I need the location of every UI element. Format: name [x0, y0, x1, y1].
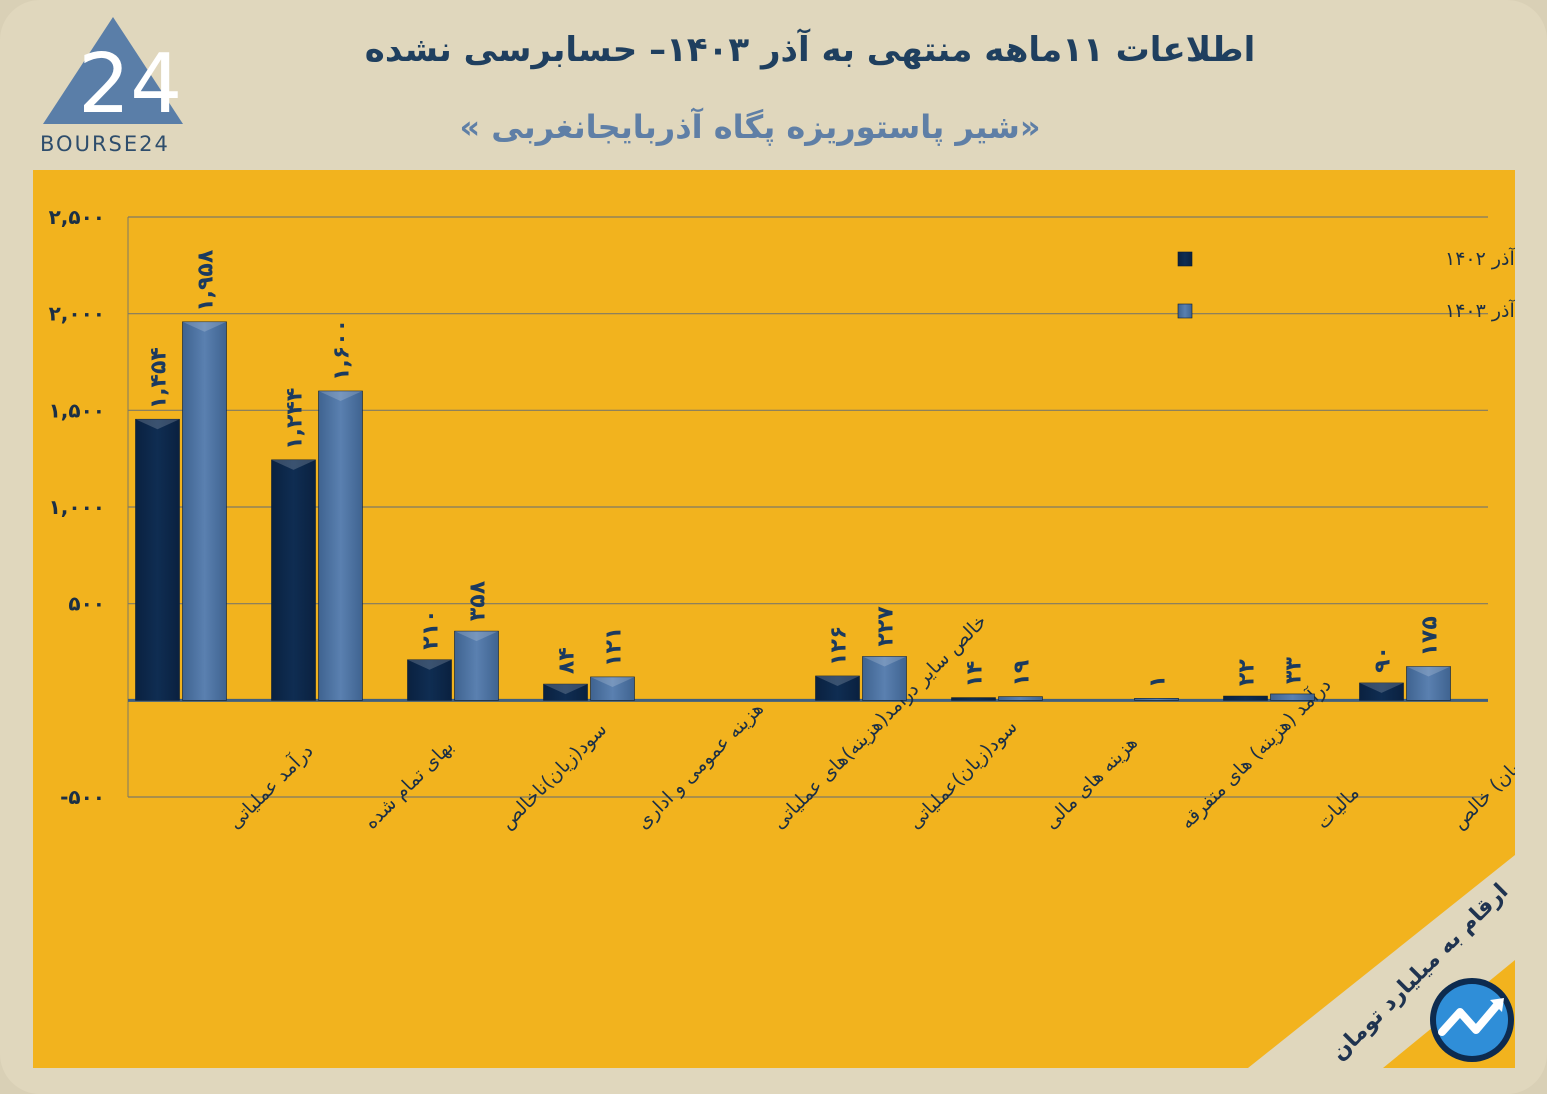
bar: [951, 697, 996, 701]
page-title: اطلاعات ۱۱ماهه منتهی به آذر ۱۴۰۳– حسابرس…: [364, 30, 1256, 70]
bar: [454, 630, 499, 701]
category-label: مالیات: [1312, 782, 1364, 834]
bar-value-label: ۱,۹۵۸: [194, 249, 219, 312]
bar-value-label: ۹۰: [1371, 646, 1396, 673]
bar-value-label: ۳۵۸: [466, 580, 491, 621]
trend-logo-icon: [1430, 978, 1514, 1062]
logo-mark: 24: [78, 37, 182, 132]
bar-bevel: [862, 656, 907, 667]
category-label: هزینه عمومی و اداری: [632, 698, 768, 834]
bar-value-label: ۱,۶۰۰: [330, 319, 355, 381]
bar: [590, 676, 635, 701]
bar-value-label: ۱۹: [1010, 660, 1035, 687]
legend-swatch: [1177, 303, 1193, 319]
y-tick-label: ۲,۵۰۰: [49, 205, 105, 229]
bar: [271, 459, 316, 701]
bourse24-logo: 24: [43, 17, 183, 132]
bar: [182, 321, 227, 701]
legend-swatch: [1177, 251, 1193, 267]
category-label: بهای تمام شده: [360, 736, 458, 834]
bar: [1134, 698, 1179, 701]
bar-bevel: [407, 659, 452, 670]
bar: [1359, 682, 1404, 701]
y-tick-label: ۱,۰۰۰: [49, 495, 105, 519]
bar-chart: -۵۰۰ ۵۰۰ ۱,۰۰۰ ۱,۵۰۰ ۲,۰۰۰ ۲,۵۰۰ ۱,۴۵۴ ۱,۹۵۸ درآ…: [49, 205, 1515, 1068]
category-label: سود(زیان)ناخالص: [496, 718, 611, 833]
bar-bevel: [135, 419, 180, 430]
bar-bevel: [271, 459, 316, 470]
bar-value-label: ۲۱۰: [419, 609, 444, 649]
bar: [407, 659, 452, 701]
y-tick-label: ۵۰۰: [68, 592, 105, 616]
bar-bevel: [318, 391, 363, 401]
category-label: سود(زیان) خالص: [1448, 722, 1515, 834]
bar-bevel: [1359, 682, 1404, 693]
bar-bevel: [182, 321, 227, 332]
bar-value-label: ۱,۲۴۴: [283, 388, 308, 450]
bar-value-label: ۱۷۵: [1418, 616, 1443, 656]
bar-value-label: ۱۲۶: [827, 626, 852, 666]
bar: [1406, 666, 1451, 701]
bar-value-label: ۳۳: [1282, 657, 1307, 684]
bar: [862, 656, 907, 701]
bar: [815, 675, 860, 701]
bar-bevel: [543, 684, 588, 695]
category-label: درآمد عملیاتی: [223, 739, 318, 834]
logo-text: BOURSE24: [40, 132, 170, 156]
y-tick-label: ۱,۵۰۰: [49, 398, 105, 422]
y-tick-label: ۲,۰۰۰: [49, 302, 105, 326]
bar-value-label: ۲۲۷: [874, 606, 899, 647]
bar-value-label: ۸۴: [555, 647, 580, 674]
bar-value-label: ۱: [1146, 675, 1171, 688]
legend-label: عملکرد منتهی به آذر ۱۴۰۲: [1445, 246, 1515, 270]
legend-label: عملکرد منتهی به آذر ۱۴۰۳: [1445, 298, 1515, 322]
page-subtitle: «شیر پاستوریزه پگاه آذربایجانغربی »: [459, 108, 1041, 146]
bar-value-label: ۱۴: [963, 661, 988, 688]
bar-value-label: ۱۲۱: [602, 627, 627, 667]
bar-bevel: [454, 631, 499, 642]
bar: [1270, 693, 1315, 701]
bar: [543, 683, 588, 701]
bar-bevel: [1406, 666, 1451, 677]
chart-panel: -۵۰۰ ۵۰۰ ۱,۰۰۰ ۱,۵۰۰ ۲,۰۰۰ ۲,۵۰۰ ۱,۴۵۴ ۱,۹۵۸ درآ…: [33, 170, 1515, 1068]
y-tick-label: -۵۰۰: [60, 785, 105, 809]
category-label: هزینه های مالی: [1040, 732, 1142, 834]
bar-bevel: [590, 676, 635, 687]
logo-triangle: [43, 17, 183, 124]
bar-value-label: ۱,۴۵۴: [147, 347, 172, 409]
bar: [1223, 695, 1268, 701]
bar: [998, 696, 1043, 701]
category-label: سود(زیان)عملیاتی: [904, 716, 1022, 834]
bar: [135, 418, 180, 701]
bar-bevel: [815, 675, 860, 686]
bar-value-label: ۲۲: [1235, 659, 1260, 686]
bar: [318, 390, 363, 701]
